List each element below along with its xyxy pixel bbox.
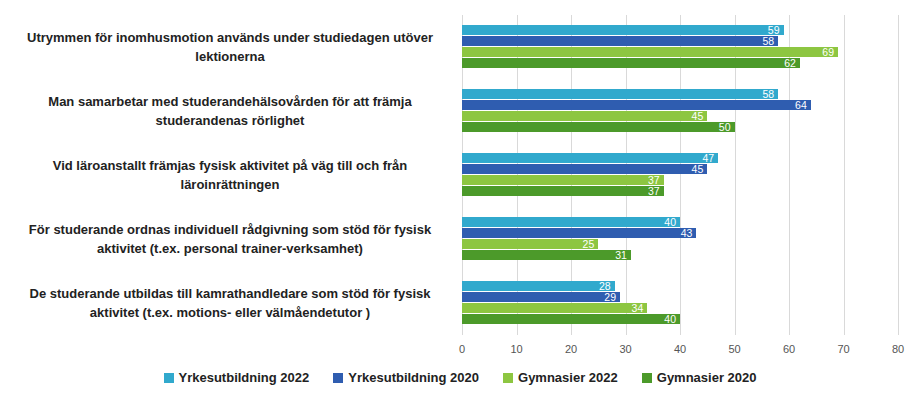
- data-label: 58: [744, 89, 774, 99]
- bar: [462, 314, 680, 324]
- tick-label: 0: [447, 343, 477, 355]
- legend-item: Gymnasier 2020: [642, 370, 757, 385]
- data-label: 34: [613, 303, 643, 313]
- data-label: 37: [630, 186, 660, 196]
- bar: [462, 36, 778, 46]
- data-label: 47: [684, 153, 714, 163]
- data-label: 25: [564, 239, 594, 249]
- legend-swatch: [164, 373, 174, 383]
- category-label: För studerande ordnas individuell rådgiv…: [8, 220, 452, 258]
- data-label: 64: [777, 100, 807, 110]
- bar: [462, 25, 784, 35]
- legend-item: Gymnasier 2022: [503, 370, 618, 385]
- bar: [462, 281, 615, 291]
- legend-item: Yrkesutbildning 2022: [164, 370, 310, 385]
- bar: [462, 175, 664, 185]
- data-label: 45: [673, 111, 703, 121]
- bar: [462, 47, 838, 57]
- tick-label: 10: [502, 343, 532, 355]
- legend-label: Gymnasier 2020: [657, 370, 757, 385]
- data-label: 40: [646, 314, 676, 324]
- bar: [462, 239, 598, 249]
- category-label: Vid läroanstallt främjas fysisk aktivite…: [8, 156, 452, 194]
- bar: [462, 122, 735, 132]
- data-label: 29: [586, 292, 616, 302]
- legend-swatch: [642, 373, 652, 383]
- bar: [462, 100, 811, 110]
- data-label: 31: [597, 250, 627, 260]
- plot-area: [462, 15, 899, 335]
- bar: [462, 292, 620, 302]
- tick-label: 20: [556, 343, 586, 355]
- tick-label: 50: [720, 343, 750, 355]
- data-label: 50: [701, 122, 731, 132]
- tick-label: 30: [611, 343, 641, 355]
- bar: [462, 303, 647, 313]
- tick-label: 70: [829, 343, 859, 355]
- data-label: 45: [673, 164, 703, 174]
- bar: [462, 111, 707, 121]
- data-label: 28: [581, 281, 611, 291]
- category-label: Utrymmen för inomhusmotion används under…: [8, 28, 452, 66]
- chart: 0 10 20 30 40 50 60 70 80 Utrymmen för inomhusmot…: [0, 0, 920, 400]
- data-label: 62: [766, 58, 796, 68]
- data-label: 40: [646, 217, 676, 227]
- data-label: 69: [804, 47, 834, 57]
- legend-label: Yrkesutbildning 2022: [179, 370, 310, 385]
- bar: [462, 228, 696, 238]
- bar: [462, 58, 800, 68]
- bar: [462, 217, 680, 227]
- category-label: De studerande utbildas till kamrathandle…: [8, 284, 452, 322]
- legend-label: Yrkesutbildning 2020: [348, 370, 479, 385]
- legend-item: Yrkesutbildning 2020: [333, 370, 479, 385]
- legend: Yrkesutbildning 2022 Yrkesutbildning 2020…: [0, 370, 920, 385]
- category-label: Man samarbetar med studerandehälsovården…: [8, 92, 452, 130]
- tick-label: 80: [883, 343, 913, 355]
- data-label: 37: [630, 175, 660, 185]
- bar: [462, 250, 631, 260]
- legend-label: Gymnasier 2022: [518, 370, 618, 385]
- data-label: 59: [750, 25, 780, 35]
- data-label: 58: [744, 36, 774, 46]
- grid-line: [844, 15, 845, 335]
- data-label: 43: [662, 228, 692, 238]
- tick-label: 60: [774, 343, 804, 355]
- legend-swatch: [333, 373, 343, 383]
- bar: [462, 164, 707, 174]
- bar: [462, 153, 718, 163]
- grid-line: [898, 15, 899, 335]
- bar: [462, 186, 664, 196]
- legend-swatch: [503, 373, 513, 383]
- tick-label: 40: [665, 343, 695, 355]
- bar: [462, 89, 778, 99]
